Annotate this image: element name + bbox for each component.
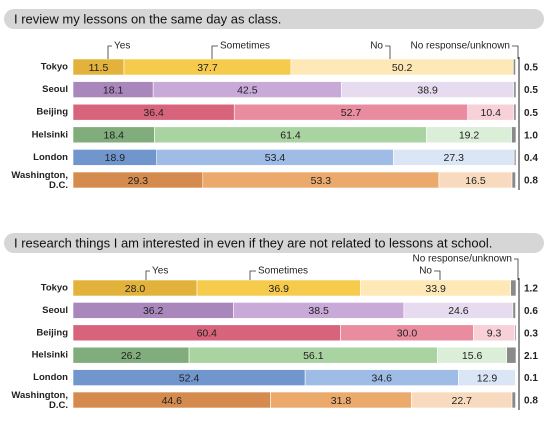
legend-label: Yes [114, 41, 130, 52]
bar-segment [514, 324, 517, 342]
value-label: 1.0 [524, 130, 538, 141]
value-label: 38.5 [308, 305, 329, 317]
value-label: 9.3 [487, 328, 502, 340]
value-label: 28.0 [125, 283, 146, 295]
chart-title: I research things I am interested in eve… [14, 235, 492, 250]
legend-label: No response/unknown [412, 254, 512, 265]
bar-segment [511, 171, 516, 189]
value-label: 50.2 [392, 62, 413, 74]
chart-title: I review my lessons on the same day as c… [14, 11, 281, 26]
legend-label: No response/unknown [410, 41, 510, 52]
category-label: London [33, 152, 68, 163]
value-label: 18.9 [105, 152, 126, 164]
value-label: 15.6 [462, 350, 483, 362]
value-label: 10.4 [481, 107, 502, 119]
legend-label: No [370, 41, 383, 52]
bar-segment [515, 369, 517, 386]
legend-leader [211, 45, 218, 59]
value-label: 12.9 [477, 372, 498, 384]
bar-segment [511, 126, 517, 144]
category-label: Washington, D.C. [11, 390, 68, 411]
value-label: 30.0 [397, 328, 418, 340]
value-label: 1.2 [524, 284, 538, 295]
category-label: Beijing [36, 327, 68, 338]
category-label: Seoul [42, 84, 68, 95]
bar-segment [512, 302, 516, 319]
title-band [4, 233, 544, 253]
value-label: 61.4 [280, 130, 301, 142]
bar-segment [513, 58, 516, 76]
value-label: 0.1 [524, 373, 538, 384]
value-label: 36.4 [143, 107, 164, 119]
legend-leader [434, 270, 441, 280]
legend-label: Sometimes [258, 266, 308, 277]
value-label: 22.7 [452, 395, 473, 407]
legend-leader [514, 258, 519, 280]
value-label: 2.1 [524, 351, 538, 362]
legend-leader [512, 45, 519, 59]
value-label: 0.6 [524, 306, 538, 317]
category-label: London [33, 372, 68, 383]
value-label: 18.4 [104, 130, 125, 142]
value-label: 37.7 [197, 62, 218, 74]
value-label: 42.5 [237, 84, 258, 96]
value-label: 52.4 [179, 372, 200, 384]
value-label: 53.4 [265, 152, 286, 164]
value-label: 29.3 [128, 175, 149, 187]
value-label: 0.4 [524, 153, 538, 164]
bar-segment [513, 149, 517, 166]
value-label: 19.2 [459, 130, 480, 142]
value-label: 0.3 [524, 328, 538, 339]
value-label: 0.5 [524, 108, 538, 119]
legend-label: Yes [152, 266, 168, 277]
value-label: 27.3 [444, 152, 465, 164]
value-label: 36.9 [269, 283, 290, 295]
value-label: 16.5 [465, 175, 486, 187]
value-label: 26.2 [121, 350, 142, 362]
category-label: Tokyo [41, 283, 68, 294]
value-label: 33.9 [425, 283, 446, 295]
legend-leader [145, 270, 150, 280]
value-label: 0.8 [524, 176, 538, 187]
value-label: 34.6 [372, 372, 393, 384]
value-label: 60.4 [197, 328, 218, 340]
value-label: 53.3 [311, 175, 332, 187]
category-label: Beijing [36, 107, 68, 118]
category-label: Helsinki [32, 350, 68, 361]
value-label: 31.8 [331, 395, 352, 407]
value-label: 38.9 [417, 84, 438, 96]
category-label: Washington, D.C. [11, 170, 68, 191]
title-band [4, 9, 544, 29]
value-label: 44.6 [162, 395, 183, 407]
legend-leader [107, 45, 112, 59]
bar-segment [510, 279, 517, 297]
legend-leader [249, 270, 256, 280]
value-label: 11.5 [89, 62, 109, 74]
category-label: Helsinki [32, 129, 68, 140]
legend-label: No [419, 266, 432, 277]
legend-leader [385, 45, 391, 59]
bar-segment [511, 391, 516, 409]
value-label: 36.2 [143, 305, 164, 317]
category-label: Tokyo [41, 62, 68, 73]
bar-segment [513, 103, 517, 121]
category-label: Seoul [42, 305, 68, 316]
bar-segment [506, 346, 517, 364]
value-label: 0.5 [524, 85, 538, 96]
value-label: 52.7 [341, 107, 362, 119]
value-label: 18.1 [103, 84, 124, 96]
value-label: 56.1 [303, 350, 324, 362]
value-label: 0.8 [524, 396, 538, 407]
legend-label: Sometimes [220, 41, 270, 52]
bar-segment [513, 81, 517, 98]
value-label: 24.6 [448, 305, 469, 317]
value-label: 0.5 [524, 63, 538, 74]
